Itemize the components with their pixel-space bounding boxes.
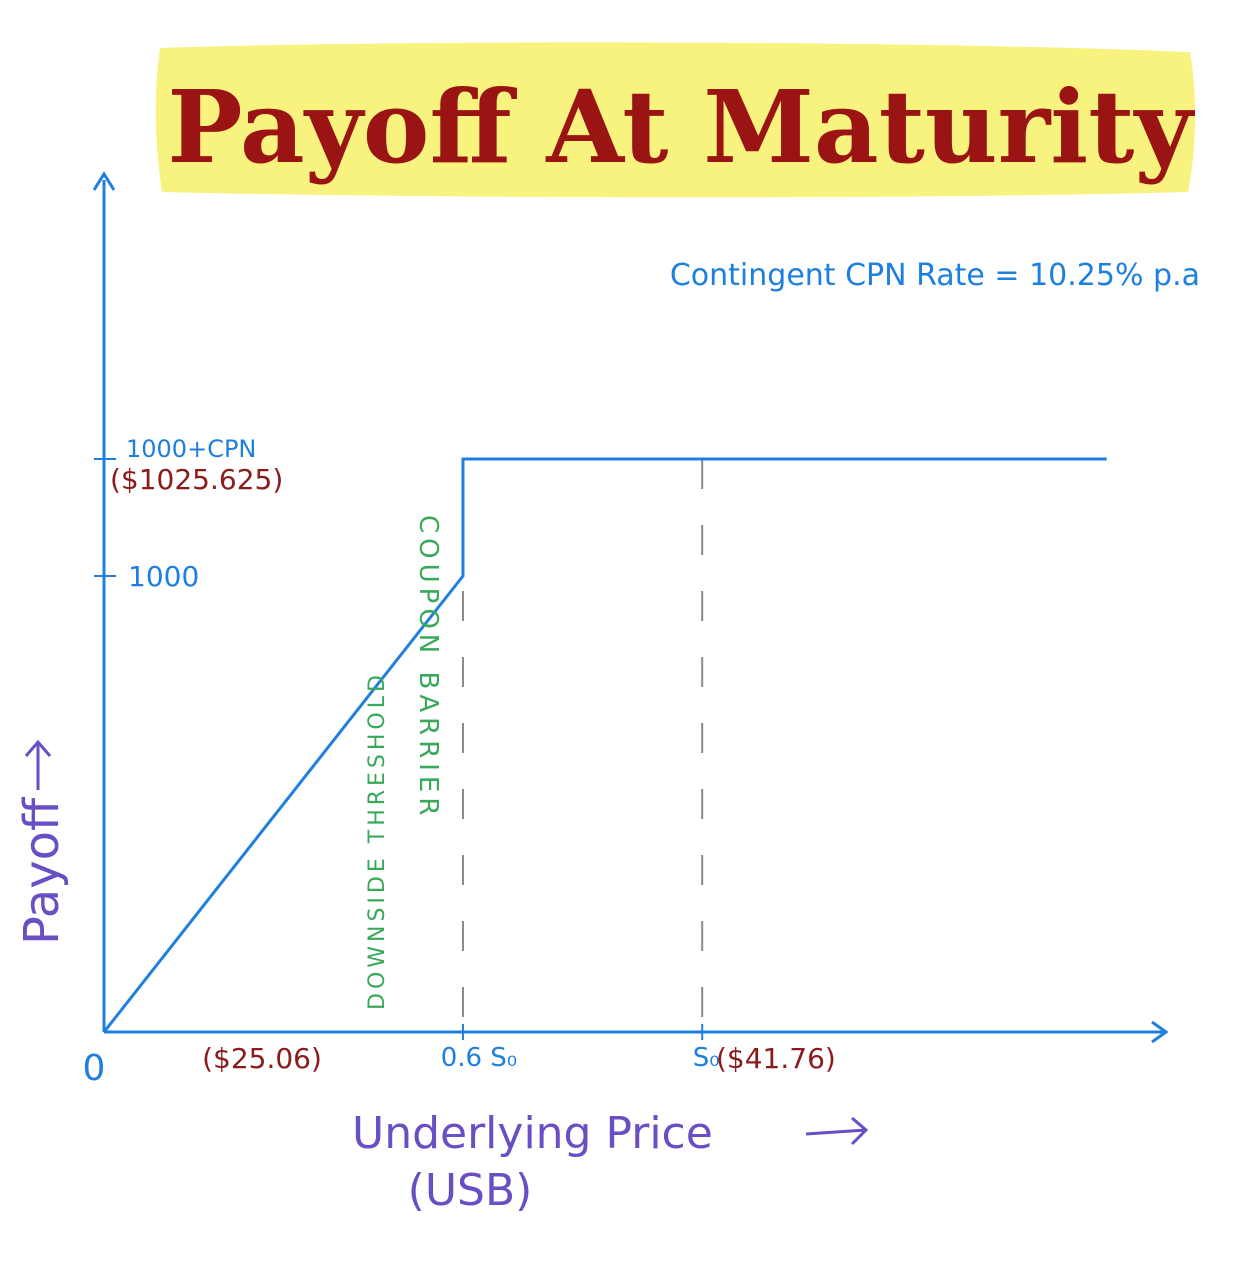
x-tick-label-2: S₀ bbox=[693, 1043, 720, 1073]
y-axis-label-arrow-icon bbox=[24, 739, 52, 790]
x-tick-label-1: 0.6 S₀ bbox=[441, 1043, 518, 1073]
x-tick-label-0: 0 bbox=[83, 1048, 106, 1089]
y-axis-arrow-icon bbox=[92, 171, 116, 191]
x-axis-label: Underlying Price bbox=[352, 1108, 713, 1159]
x-tick-note-0: ($25.06) bbox=[202, 1042, 322, 1075]
chart-subtitle: Contingent CPN Rate = 10.25% p.a bbox=[670, 258, 1200, 293]
chart-title: Payoff At Maturity bbox=[167, 68, 1195, 186]
y-tick-label-0: 1000 bbox=[128, 560, 199, 593]
x-axis-sublabel: (USB) bbox=[408, 1165, 533, 1216]
y-axis-label: Payoff bbox=[14, 797, 70, 945]
x-axis-label-arrow-icon bbox=[805, 1116, 869, 1146]
y-tick-sublabel-1: ($1025.625) bbox=[110, 463, 283, 496]
annotation-coupon-barrier: COUPON BARRIER bbox=[413, 515, 443, 820]
x-tick-note-1: ($41.76) bbox=[716, 1042, 836, 1075]
annotation-downside-threshold: DOWNSIDE THRESHOLD bbox=[365, 671, 390, 1010]
title-highlight bbox=[155, 42, 1196, 198]
x-axis-arrow-icon bbox=[1151, 1020, 1169, 1044]
payoff-line bbox=[102, 457, 1107, 1033]
y-tick-label-1: 1000+CPN bbox=[126, 435, 256, 463]
